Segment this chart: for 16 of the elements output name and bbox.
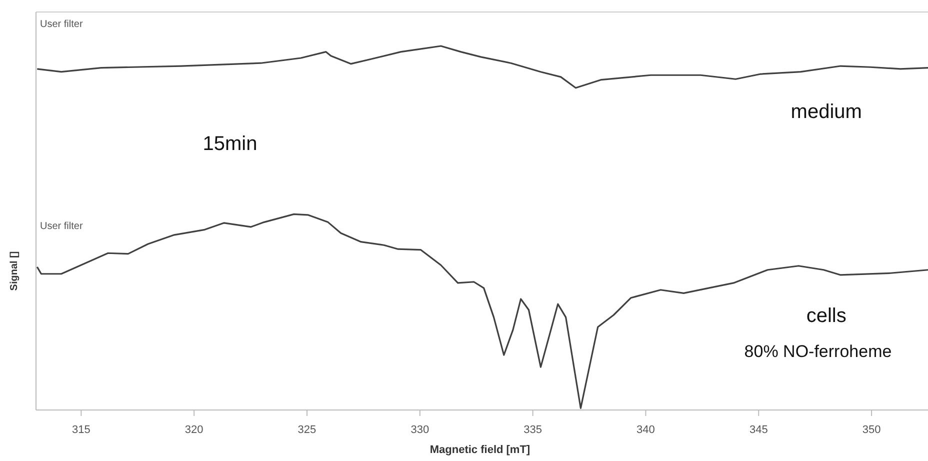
x-tick-label: 335	[524, 424, 542, 436]
x-tick-label: 315	[72, 424, 90, 436]
y-axis-title: Signal []	[9, 251, 20, 291]
x-tick-label: 345	[749, 424, 768, 436]
x-tick-label: 325	[298, 424, 316, 436]
x-tick-label: 320	[184, 424, 204, 436]
x-tick-label: 330	[410, 424, 430, 436]
text: User filter	[40, 19, 84, 30]
series-label: cells	[806, 304, 846, 327]
annotation: User filter	[40, 221, 84, 232]
x-tick-label: 350	[862, 424, 881, 436]
x-tick-label: 340	[636, 424, 655, 436]
x-axis-title: Magnetic field [mT]	[430, 444, 530, 456]
series-label: medium	[790, 101, 862, 124]
annotation: 15min	[202, 133, 258, 155]
annotation: 80% NO-ferroheme	[744, 342, 892, 361]
